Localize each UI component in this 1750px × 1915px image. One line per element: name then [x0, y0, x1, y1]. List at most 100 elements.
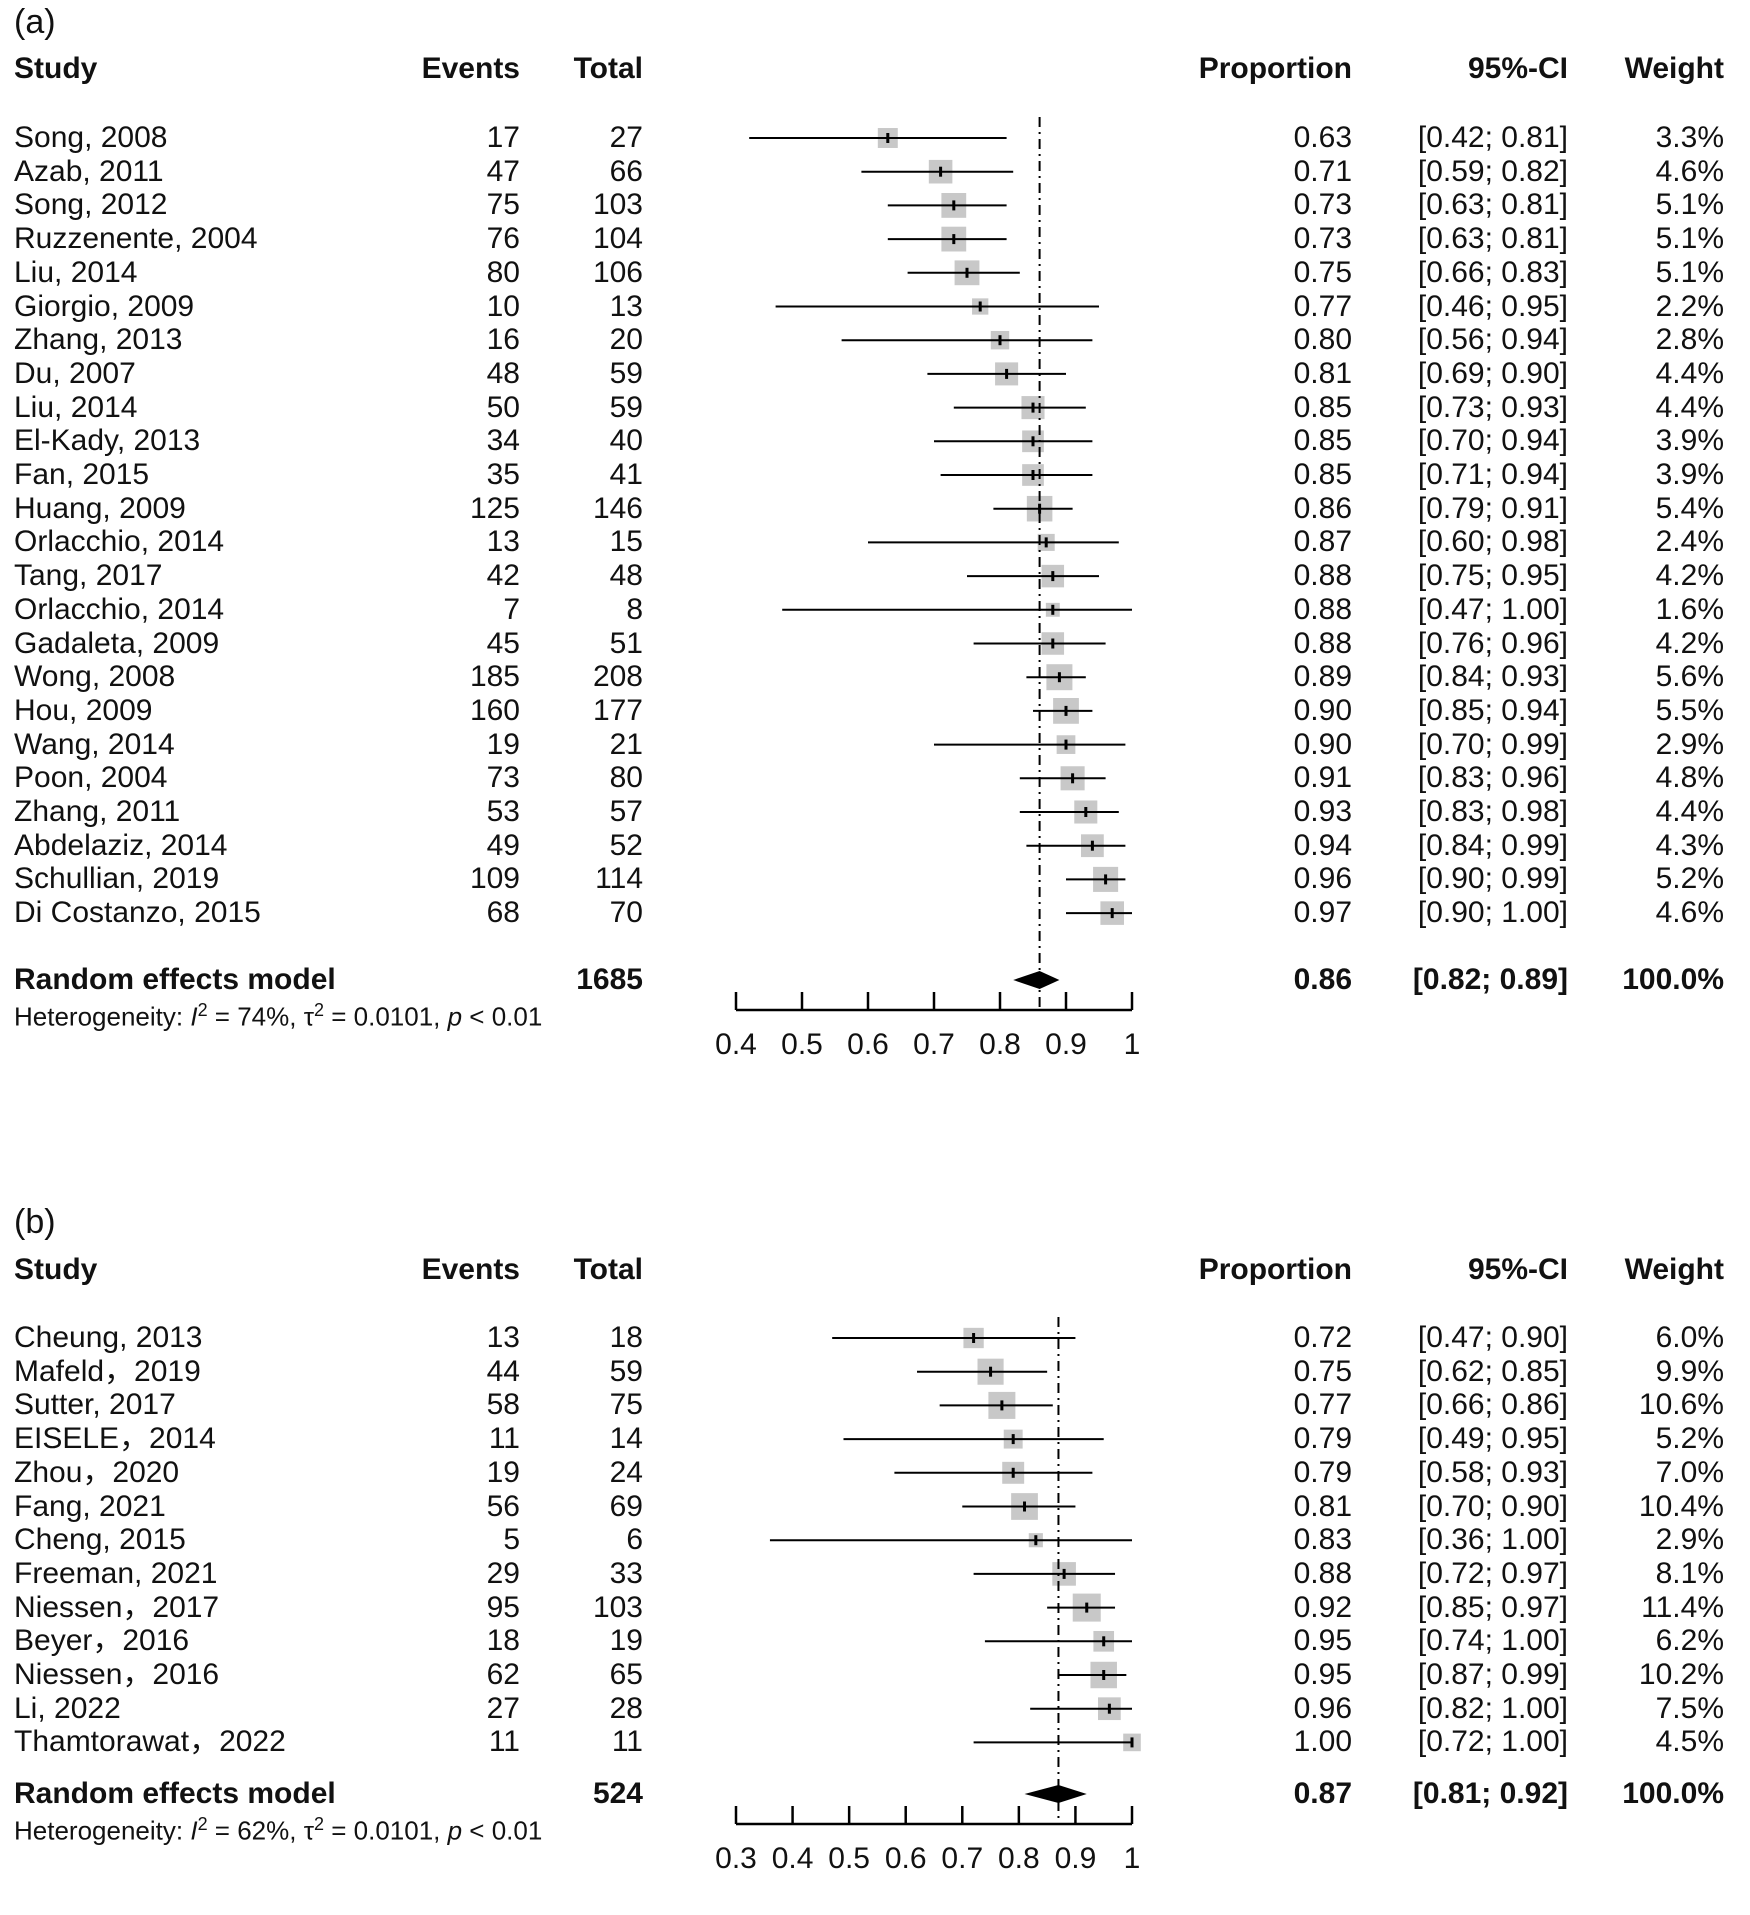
- study-ci: [0.72; 0.97]: [1417, 1556, 1568, 1590]
- study-total: 20: [609, 323, 643, 357]
- heterogeneity-p-symbol: p: [447, 1815, 463, 1846]
- study-name: Mafeld，2019: [14, 1354, 201, 1388]
- study-name: El-Kady, 2013: [14, 424, 201, 458]
- header-events: Events: [421, 52, 520, 85]
- study-weight: 9.9%: [1655, 1354, 1724, 1388]
- header-total: Total: [573, 1253, 643, 1286]
- study-total: 66: [609, 154, 643, 188]
- study-name: Beyer，2016: [14, 1624, 190, 1658]
- study-ci: [0.70; 0.90]: [1417, 1489, 1568, 1523]
- study-total: 103: [592, 188, 643, 222]
- study-total: 59: [609, 390, 643, 424]
- heterogeneity-text: Heterogeneity: I2 = 62%, τ2 = 0.0101, p …: [14, 1809, 542, 1846]
- study-name: Orlacchio, 2014: [14, 525, 225, 559]
- study-weight: 7.5%: [1655, 1691, 1724, 1725]
- study-weight: 4.4%: [1655, 795, 1724, 828]
- study-total: 13: [609, 289, 643, 323]
- study-weight: 4.2%: [1655, 559, 1724, 593]
- x-axis-tick-label: 0.8: [979, 1028, 1021, 1061]
- header-weight: Weight: [1624, 52, 1724, 85]
- study-name: Abdelaziz, 2014: [14, 828, 228, 862]
- study-proportion: 0.90: [1293, 727, 1352, 761]
- heterogeneity-p-value: < 0.01: [462, 1815, 543, 1846]
- study-weight: 3.3%: [1655, 121, 1724, 154]
- x-axis-tick-label: 0.7: [913, 1028, 955, 1061]
- forest-plot-a: (a) Study Events Total Proportion 95%-CI Weigh…: [14, 3, 1724, 1061]
- study-total: 11: [611, 1725, 643, 1759]
- x-axis-tick-label: 0.7: [941, 1842, 984, 1875]
- study-proportion: 0.88: [1293, 626, 1352, 660]
- study-proportion: 0.85: [1293, 390, 1352, 424]
- header-proportion: Proportion: [1198, 1253, 1352, 1286]
- study-events: 35: [486, 458, 520, 491]
- study-name: Di Costanzo, 2015: [14, 896, 261, 930]
- study-total: 59: [609, 1354, 643, 1388]
- study-ci: [0.79; 0.91]: [1417, 491, 1568, 525]
- study-weight: 11.4%: [1641, 1590, 1724, 1624]
- heterogeneity-p-value: < 0.01: [462, 1001, 543, 1032]
- header-events: Events: [421, 1253, 520, 1286]
- study-ci: [0.47; 1.00]: [1417, 592, 1568, 626]
- study-total: 18: [609, 1321, 643, 1354]
- study-name: Zhang, 2011: [14, 795, 181, 828]
- study-weight: 5.1%: [1655, 188, 1724, 222]
- study-proportion: 0.93: [1293, 795, 1352, 828]
- study-name: Fan, 2015: [14, 458, 150, 491]
- study-weight: 3.9%: [1655, 424, 1724, 458]
- study-events: 73: [486, 761, 520, 795]
- heterogeneity-p-symbol: p: [447, 1001, 463, 1032]
- study-total: 103: [592, 1590, 643, 1624]
- pooled-label: Random effects model: [14, 963, 336, 996]
- heterogeneity-i2-symbol: I: [190, 1001, 198, 1032]
- study-total: 41: [609, 458, 643, 491]
- study-proportion: 0.73: [1293, 222, 1352, 256]
- study-ci: [0.46; 0.95]: [1417, 289, 1568, 323]
- study-events: 125: [469, 491, 520, 525]
- study-name: Freeman, 2021: [14, 1556, 218, 1590]
- study-proportion: 0.79: [1293, 1455, 1352, 1489]
- study-name: Du, 2007: [14, 356, 136, 390]
- study-total: 80: [609, 761, 643, 795]
- study-total: 177: [592, 693, 643, 727]
- study-weight: 5.4%: [1655, 491, 1724, 525]
- header-study: Study: [14, 1253, 98, 1286]
- study-weight: 4.5%: [1655, 1725, 1724, 1759]
- x-axis-tick-label: 1: [1123, 1028, 1141, 1061]
- study-proportion: 0.96: [1293, 1691, 1352, 1725]
- study-name: Azab, 2011: [14, 154, 164, 188]
- study-ci: [0.70; 0.94]: [1417, 424, 1568, 458]
- study-proportion: 0.92: [1293, 1590, 1352, 1624]
- study-proportion: 0.95: [1293, 1658, 1352, 1691]
- pooled-proportion: 0.87: [1293, 1777, 1352, 1810]
- study-events: 95: [486, 1590, 520, 1624]
- study-events: 48: [486, 356, 520, 390]
- heterogeneity-tau2-superscript: 2: [313, 1000, 324, 1020]
- study-name: Ruzzenente, 2004: [14, 222, 258, 256]
- study-ci: [0.63; 0.81]: [1417, 188, 1568, 222]
- study-events: 19: [486, 727, 520, 761]
- study-total: 69: [609, 1489, 643, 1523]
- study-name: Gadaleta, 2009: [14, 626, 220, 660]
- pooled-ci: [0.81; 0.92]: [1412, 1777, 1568, 1810]
- study-total: 24: [609, 1455, 643, 1489]
- study-ci: [0.70; 0.99]: [1417, 727, 1568, 761]
- study-ci: [0.74; 1.00]: [1417, 1624, 1568, 1658]
- study-ci: [0.71; 0.94]: [1417, 458, 1568, 491]
- pooled-proportion: 0.86: [1293, 963, 1352, 996]
- study-ci: [0.72; 1.00]: [1417, 1725, 1568, 1759]
- study-ci: [0.69; 0.90]: [1417, 356, 1568, 390]
- study-name: Niessen，2016: [14, 1658, 220, 1691]
- study-proportion: 0.85: [1293, 424, 1352, 458]
- study-weight: 2.9%: [1655, 727, 1724, 761]
- pooled-total: 524: [592, 1777, 643, 1810]
- study-proportion: 0.71: [1293, 154, 1352, 188]
- x-axis-tick-label: 1: [1123, 1842, 1141, 1875]
- study-ci: [0.85; 0.94]: [1417, 693, 1568, 727]
- study-ci: [0.85; 0.97]: [1417, 1590, 1568, 1624]
- study-ci: [0.66; 0.86]: [1417, 1388, 1568, 1422]
- study-weight: 4.4%: [1655, 390, 1724, 424]
- study-proportion: 0.72: [1293, 1321, 1352, 1354]
- study-proportion: 0.95: [1293, 1624, 1352, 1658]
- study-events: 76: [486, 222, 520, 256]
- study-total: 52: [609, 828, 643, 862]
